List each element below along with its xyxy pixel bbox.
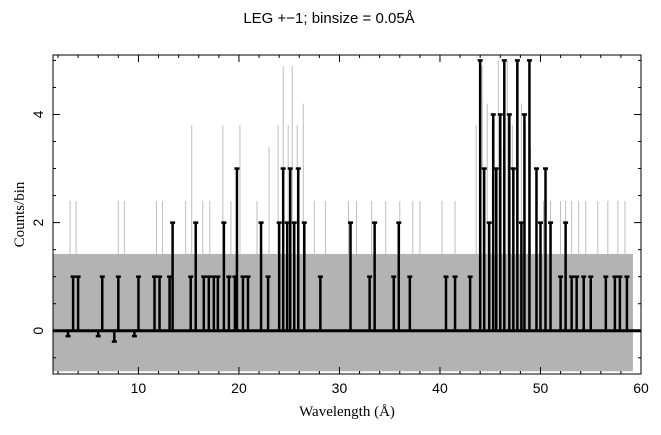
y-tick-label: 4	[30, 110, 46, 118]
y-axis-label: Counts/bin	[12, 181, 28, 247]
y-tick-label: 2	[30, 219, 46, 227]
x-tick-label: 40	[432, 380, 448, 396]
x-axis: 10 20 30 40 50 60	[57, 55, 649, 396]
plot-frame	[52, 54, 642, 375]
plot-area	[53, 59, 641, 372]
x-tick-label: 10	[131, 380, 147, 396]
y-tick-label: 0	[30, 327, 46, 335]
x-tick-label: 30	[332, 380, 348, 396]
x-tick-label: 20	[231, 380, 247, 396]
x-axis-label: Wavelength (Å)	[299, 404, 395, 420]
chart-title: LEG +−1; binsize = 0.05Å	[243, 10, 414, 27]
x-tick-label: 60	[633, 380, 649, 396]
x-tick-label: 50	[533, 380, 549, 396]
y-axis: 0 2 4	[30, 59, 641, 359]
